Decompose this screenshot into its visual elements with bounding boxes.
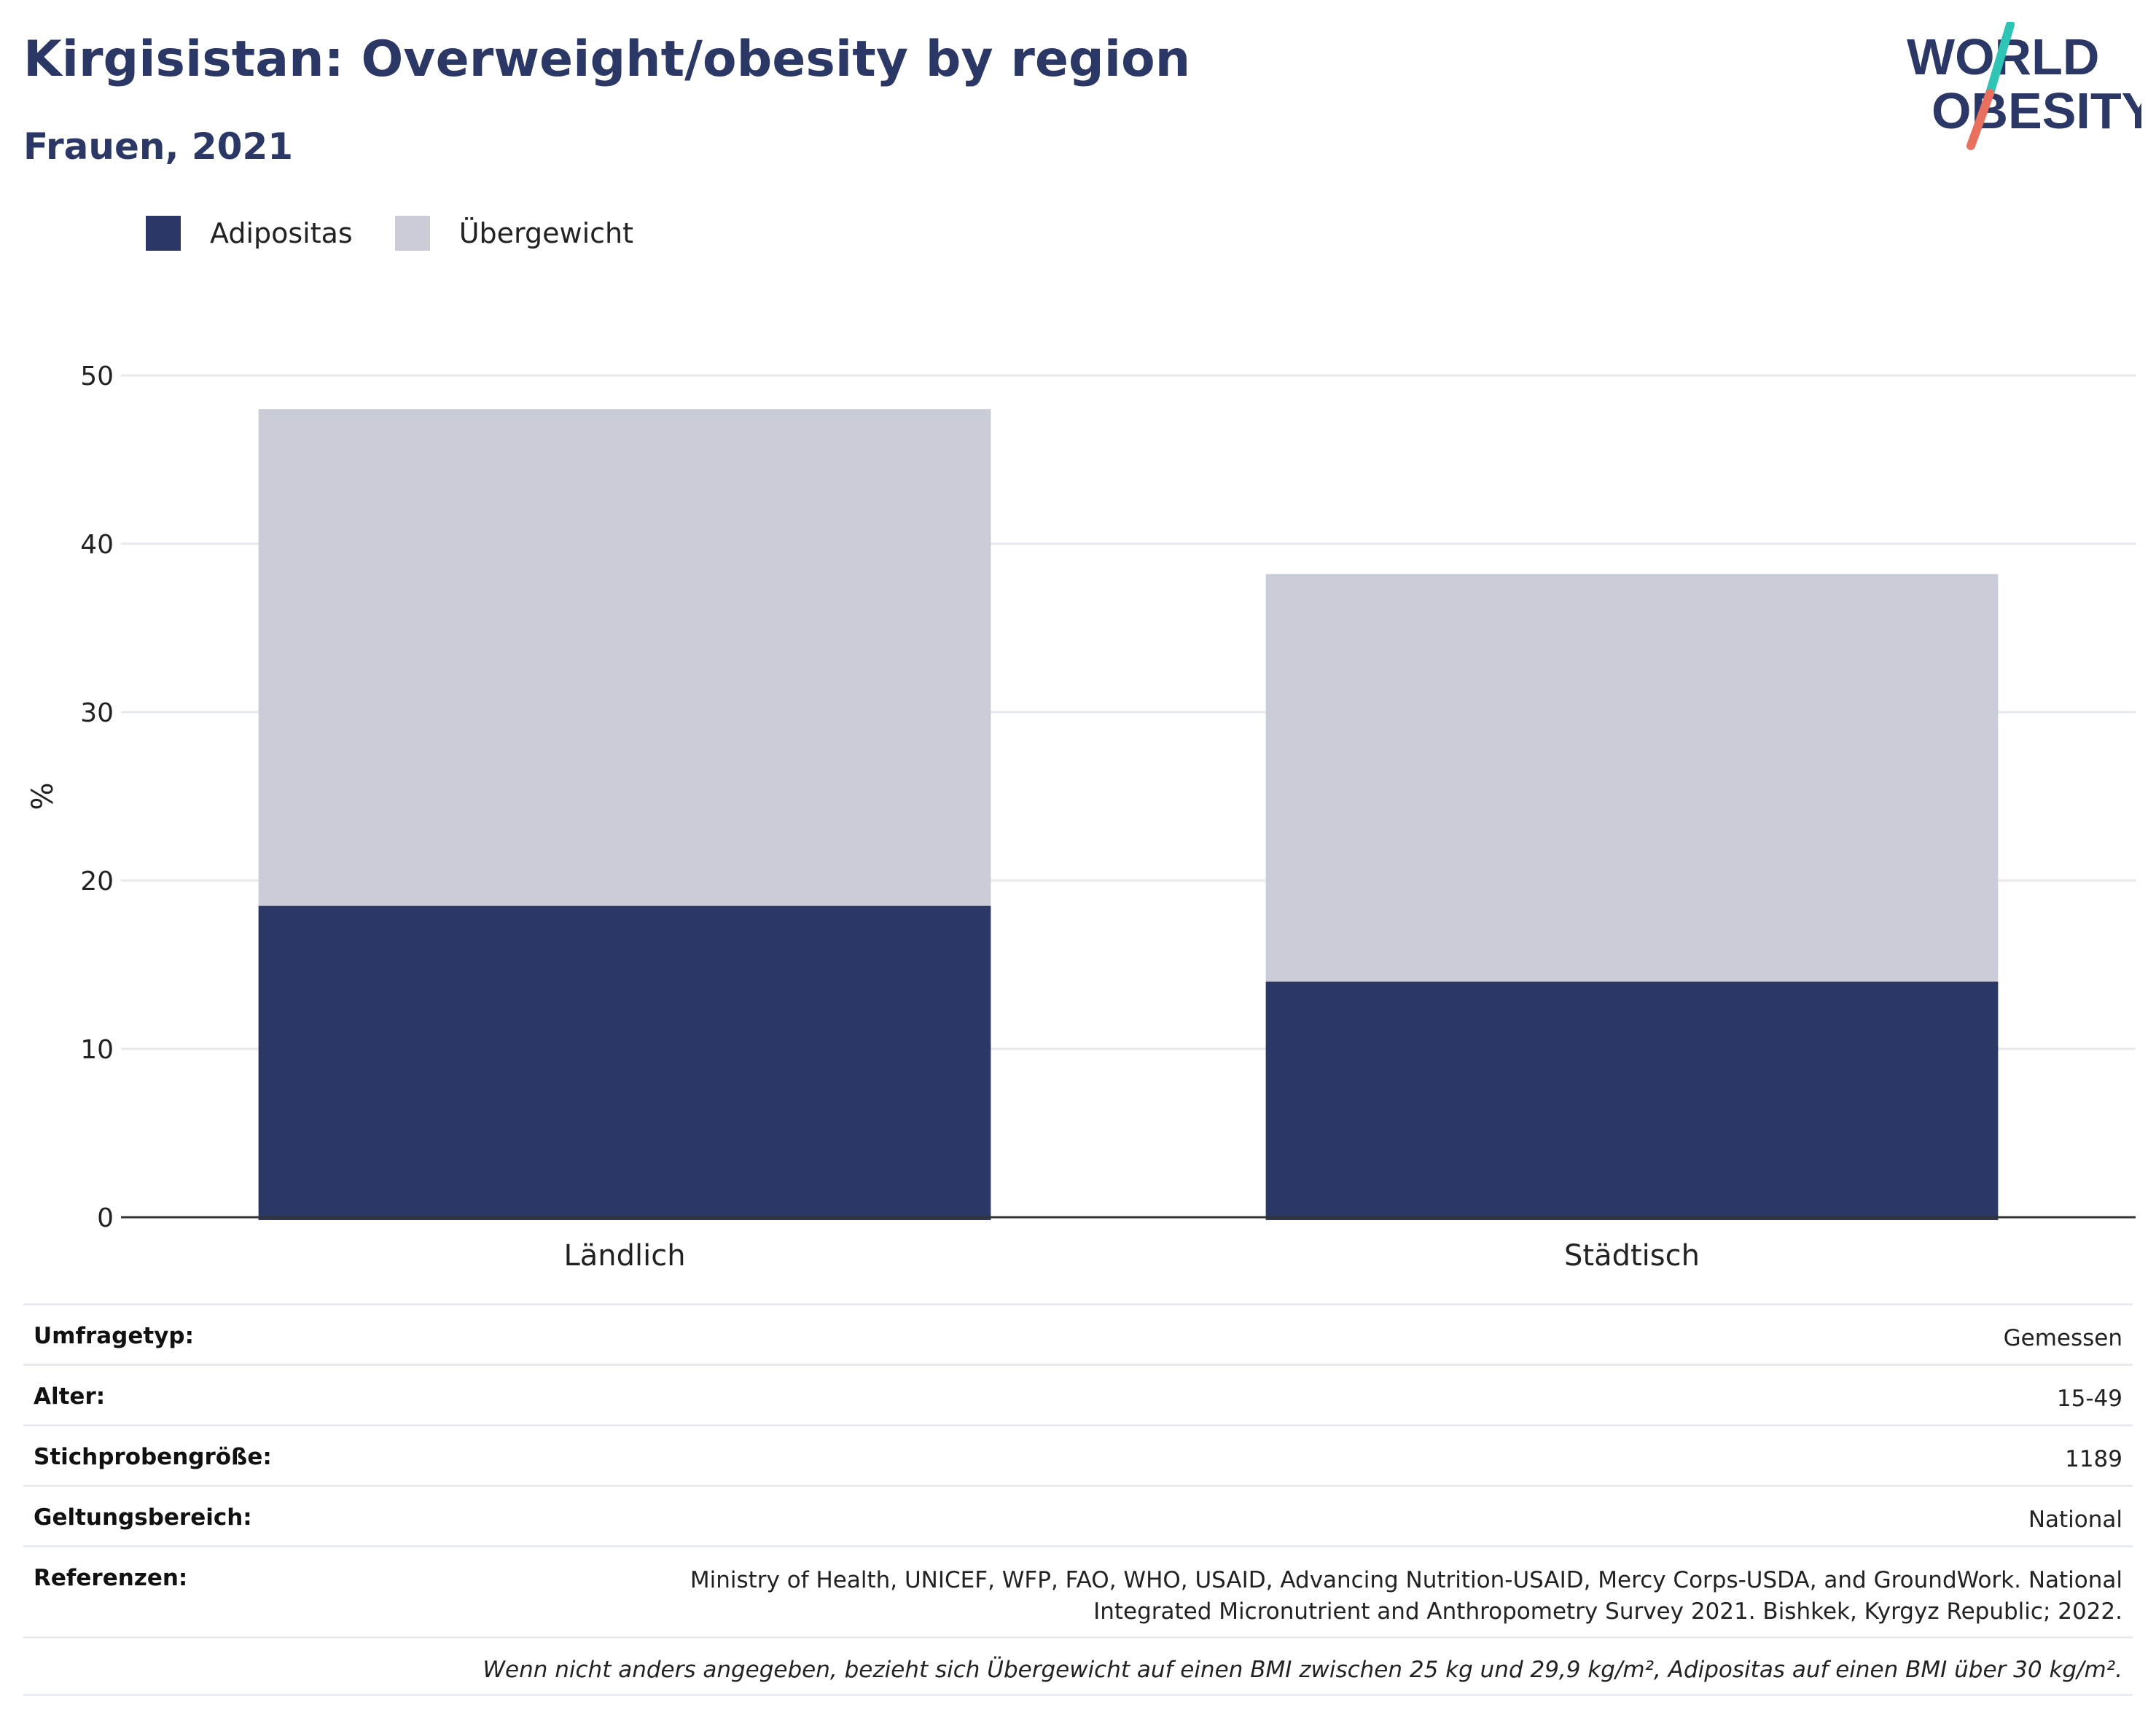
info-row-age: Alter: 15-49 — [23, 1364, 2133, 1424]
bar-segment-adipositas — [1265, 981, 1999, 1220]
world-obesity-logo: WORLD OBESITY — [1907, 22, 2141, 150]
chart-legend: Adipositas Übergewicht — [146, 216, 676, 251]
info-row-definition-note: Wenn nicht anders angegeben, bezieht sic… — [23, 1636, 2133, 1696]
y-tick-label: 10 — [80, 1035, 114, 1065]
info-label: Alter: — [34, 1383, 106, 1410]
x-tick-label: Ländlich — [563, 1239, 685, 1273]
info-label: Referenzen: — [34, 1565, 188, 1591]
info-label: Geltungsbereich: — [34, 1504, 252, 1531]
info-row-survey-type: Umfragetyp: Gemessen — [23, 1303, 2133, 1364]
info-value: National — [2028, 1507, 2122, 1533]
legend-label-adipositas: Adipositas — [210, 217, 353, 249]
chart-subtitle: Frauen, 2021 — [23, 125, 294, 168]
definition-note: Wenn nicht anders angegeben, bezieht sic… — [483, 1657, 2122, 1683]
bar-segment-uebergewicht — [1265, 574, 1999, 982]
legend-swatch-uebergewicht — [394, 216, 430, 251]
x-tick-label: Städtisch — [1564, 1239, 1700, 1273]
bar-segment-uebergewicht — [258, 409, 991, 906]
legend-swatch-adipositas — [146, 216, 181, 251]
bar-segment-adipositas — [258, 905, 991, 1220]
y-tick-label: 40 — [80, 530, 114, 560]
y-tick-label: 0 — [97, 1203, 114, 1233]
y-tick-label: 20 — [80, 867, 114, 897]
info-row-references: Referenzen: Ministry of Health, UNICEF, … — [23, 1545, 2133, 1636]
info-value: 15-49 — [2056, 1386, 2122, 1412]
logo-slash-teal — [1985, 22, 2015, 98]
info-value: Ministry of Health, UNICEF, WFP, FAO, WH… — [690, 1567, 2122, 1625]
logo-slash-coral — [1966, 89, 1994, 150]
y-tick-label: 50 — [80, 362, 114, 391]
chart-title: Kirgisistan: Overweight/obesity by regio… — [23, 31, 1191, 88]
info-row-sample-size: Stichprobengröße: 1189 — [23, 1424, 2133, 1485]
bar-chart: 0 10 20 30 40 50% Ländlich Städtisch — [26, 362, 2136, 1273]
info-row-coverage: Geltungsbereich: National — [23, 1485, 2133, 1545]
info-label: Stichprobengröße: — [34, 1444, 272, 1470]
info-value: 1189 — [2065, 1446, 2122, 1472]
info-value: Gemessen — [2003, 1325, 2122, 1351]
y-axis-label: % — [26, 782, 60, 810]
y-tick-label: 30 — [80, 698, 114, 728]
legend-label-uebergewicht: Übergewicht — [458, 217, 633, 249]
legend-item-adipositas[interactable]: Adipositas — [146, 216, 353, 251]
info-label: Umfragetyp: — [34, 1323, 194, 1349]
legend-item-uebergewicht[interactable]: Übergewicht — [394, 216, 633, 251]
logo-line-obesity: OBESITY — [1932, 82, 2141, 139]
survey-info-table: Umfragetyp: Gemessen Alter: 15-49 Stichp… — [23, 1303, 2133, 1696]
